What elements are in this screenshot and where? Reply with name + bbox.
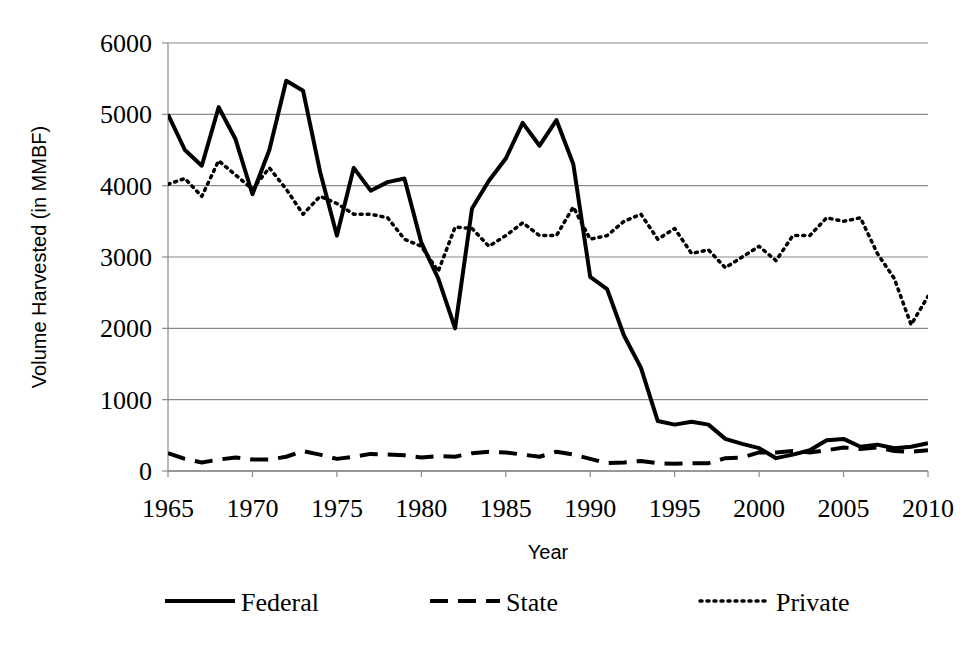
grid-line — [168, 470, 928, 471]
series-line — [168, 447, 928, 463]
x-tick-label: 1990 — [564, 494, 616, 523]
grid-line — [168, 114, 928, 115]
grid-line — [168, 42, 928, 43]
x-tick-label: 1985 — [480, 494, 532, 523]
grid-line — [168, 328, 928, 329]
legend-label: Private — [776, 588, 850, 617]
x-tick — [843, 471, 844, 477]
plot-lines — [168, 81, 928, 464]
y-tick — [162, 328, 168, 329]
x-tick-label: 1965 — [142, 494, 194, 523]
y-tick-label: 1000 — [100, 386, 152, 415]
y-tick-label: 6000 — [100, 29, 152, 58]
x-tick-label: 1975 — [311, 494, 363, 523]
x-tick — [336, 471, 337, 477]
x-axis-label: Year — [528, 541, 569, 563]
legend-label: State — [506, 588, 558, 617]
grid-line — [168, 399, 928, 400]
y-tick — [162, 185, 168, 186]
x-tick-label: 1995 — [649, 494, 701, 523]
x-tick — [927, 471, 928, 477]
x-tick-label: 2000 — [733, 494, 785, 523]
y-tick-label: 4000 — [100, 172, 152, 201]
x-tick-label: 2005 — [818, 494, 870, 523]
y-axis — [167, 43, 168, 471]
legend-label: Federal — [241, 588, 319, 617]
grid-line — [168, 256, 928, 257]
background — [0, 0, 970, 658]
x-tick — [421, 471, 422, 477]
y-tick — [162, 399, 168, 400]
x-tick — [252, 471, 253, 477]
y-tick-label: 3000 — [100, 243, 152, 272]
legend-swatch — [165, 599, 235, 603]
x-tick-label: 2010 — [902, 494, 954, 523]
y-tick — [162, 256, 168, 257]
legend-swatch — [700, 599, 770, 603]
x-tick-label: 1980 — [395, 494, 447, 523]
y-tick-label: 2000 — [100, 314, 152, 343]
x-tick-label: 1970 — [226, 494, 278, 523]
y-tick-label: 0 — [139, 457, 152, 486]
series-line — [168, 81, 928, 458]
x-tick — [167, 471, 168, 477]
y-tick-label: 5000 — [100, 100, 152, 129]
legend-swatch — [430, 599, 500, 603]
y-axis-label: Volume Harvested (in MMBF) — [28, 126, 50, 388]
x-axis — [168, 470, 928, 472]
x-tick — [505, 471, 506, 477]
chart: 0 1000 2000 3000 4000 5000 6000 1965 1970 1975 198… — [0, 0, 970, 658]
series-line — [168, 161, 928, 325]
x-tick — [759, 471, 760, 477]
y-tick — [162, 470, 168, 471]
x-tick — [674, 471, 675, 477]
y-tick — [162, 42, 168, 43]
y-tick — [162, 114, 168, 115]
x-tick — [590, 471, 591, 477]
